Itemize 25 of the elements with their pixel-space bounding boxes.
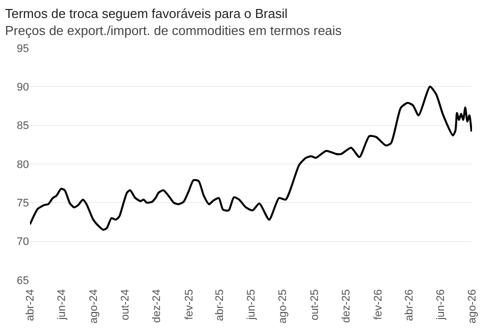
chart-title: Termos de troca seguem favoráveis para o Brasil bbox=[5, 6, 288, 21]
x-tick-label: abr-25 bbox=[214, 289, 226, 321]
x-tick-label: jun-24 bbox=[56, 289, 68, 321]
chart-subtitle: Preços de export./import. de commodities em termos reais bbox=[5, 23, 342, 38]
line-series bbox=[30, 86, 472, 231]
y-tick-label: 65 bbox=[16, 274, 29, 287]
x-tick-label: out-25 bbox=[308, 289, 321, 320]
y-tick-label: 75 bbox=[16, 198, 29, 210]
x-tick-label: abr-26 bbox=[403, 289, 416, 321]
y-tick-label: 80 bbox=[16, 158, 29, 171]
x-tick-label: ago-25 bbox=[277, 289, 290, 324]
x-tick-label: dez-24 bbox=[151, 289, 164, 323]
y-tick-label: 90 bbox=[16, 82, 29, 94]
y-tick-label: 70 bbox=[16, 236, 29, 248]
x-tick-label: dez-25 bbox=[340, 289, 353, 323]
x-tick-label: fev-26 bbox=[372, 289, 385, 320]
x-tick-label: fev-25 bbox=[183, 289, 196, 320]
y-tick-label: 95 bbox=[16, 42, 29, 55]
x-tick-label: ago-26 bbox=[466, 289, 479, 324]
x-tick-label: ago-24 bbox=[88, 289, 100, 324]
y-tick-label: 85 bbox=[16, 120, 29, 132]
x-tick-label: jun-26 bbox=[434, 289, 447, 321]
x-tick-label: abr-24 bbox=[24, 289, 37, 321]
x-tick-label: jun-25 bbox=[246, 289, 258, 321]
x-tick-label: out-24 bbox=[120, 289, 132, 320]
